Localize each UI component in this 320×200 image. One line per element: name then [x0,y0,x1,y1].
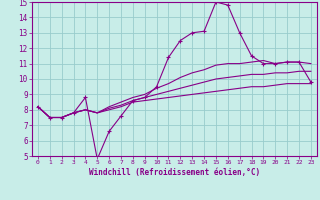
X-axis label: Windchill (Refroidissement éolien,°C): Windchill (Refroidissement éolien,°C) [89,168,260,177]
